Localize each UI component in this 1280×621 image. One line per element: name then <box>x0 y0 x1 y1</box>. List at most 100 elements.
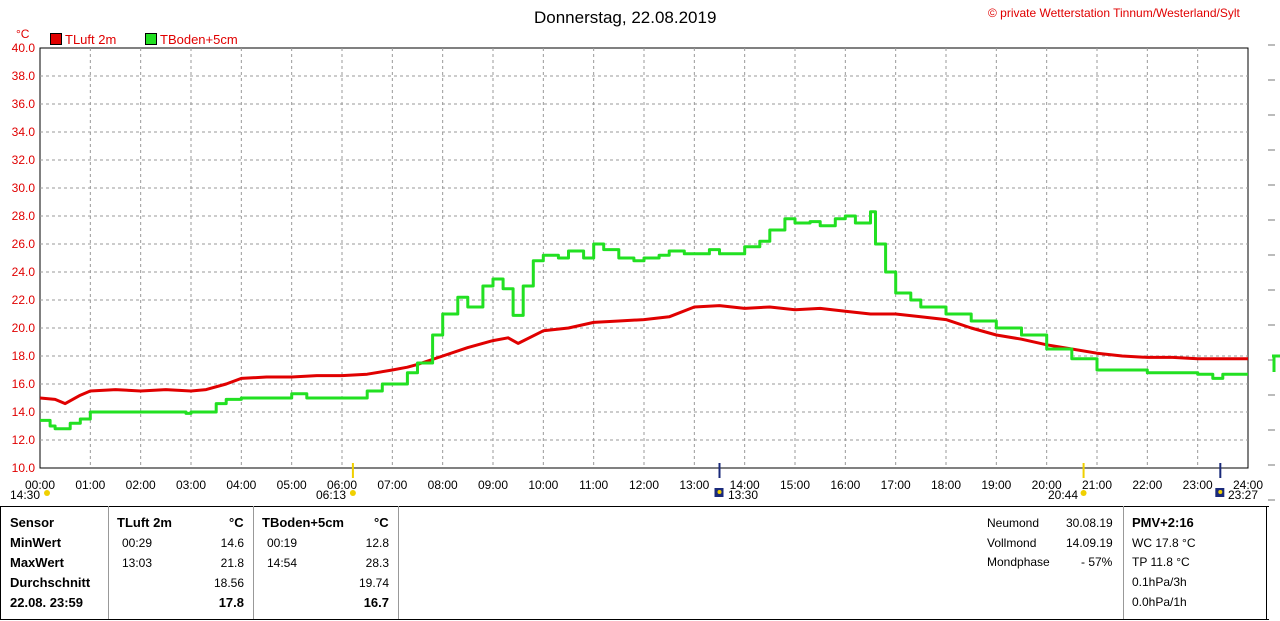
avg-value-tluft: 18.56 <box>213 576 244 590</box>
header-tluft: TLuft 2m <box>117 515 172 530</box>
y-tick-label: 40.0 <box>12 41 36 55</box>
x-tick-label: 16:00 <box>830 478 860 492</box>
moon-new-label: Neumond <box>987 516 1040 530</box>
moon-full-label: Vollmond <box>987 536 1037 550</box>
y-tick-label: 10.0 <box>12 461 36 475</box>
y-tick-label: 30.0 <box>12 181 36 195</box>
pmv-wc: WC 17.8 °C <box>1132 536 1196 550</box>
temperature-chart: 00:00 01:00 02:00 03:00 04:00 05:00 06:00 07:00… <box>12 41 1280 501</box>
min-value-tluft: 14.6 <box>220 536 244 550</box>
sunrise-label: 06:13 <box>316 488 347 502</box>
min-time-tboden: 00:19 <box>267 536 298 550</box>
x-tick-label: 17:00 <box>881 478 911 492</box>
y-tick-label: 18.0 <box>12 349 36 363</box>
x-tick-label: 04:00 <box>226 478 256 492</box>
series-line-tboden <box>40 210 1248 431</box>
moon-full-value: 14.09.19 <box>1066 536 1113 550</box>
avg-value-tboden: 19.74 <box>358 576 389 590</box>
y-tick-label: 34.0 <box>12 125 36 139</box>
moon-new-value: 30.08.19 <box>1066 516 1113 530</box>
x-tick-label: 06:00 <box>327 478 357 492</box>
max-time-tluft: 13:03 <box>122 556 153 570</box>
x-tick-label: 10:00 <box>528 478 558 492</box>
x-tick-label: 09:00 <box>478 478 508 492</box>
y-tick-label: 32.0 <box>12 153 36 167</box>
x-tick-label: 13:00 <box>679 478 709 492</box>
max-value-tluft: 21.8 <box>220 556 244 570</box>
y-tick-label: 14.0 <box>12 405 36 419</box>
x-tick-label: 19:00 <box>981 478 1011 492</box>
x-tick-label: 23:00 <box>1183 478 1213 492</box>
legend-swatch-tluft <box>50 33 62 45</box>
copyright-text: © private Wetterstation Tinnum/Westerlan… <box>988 6 1240 20</box>
current-value-tboden: 16.7 <box>363 595 389 610</box>
chart-series <box>39 210 1248 431</box>
legend-label-tboden: TBoden+5cm <box>160 32 238 47</box>
x-tick-label: 08:00 <box>428 478 458 492</box>
y-tick-labels: 10.0 12.0 14.0 16.0 18.0 20.0 22.0 24.0 26.0 28.0… <box>12 41 36 475</box>
y-tick-label: 16.0 <box>12 377 36 391</box>
series-line-tluft <box>39 304 1248 406</box>
legend-item-tboden: TBoden+5cm <box>145 32 238 47</box>
x-tick-label: 22:00 <box>1132 478 1162 492</box>
table-divider <box>108 506 109 619</box>
y-tick-label: 22.0 <box>12 293 36 307</box>
y-tick-label: 24.0 <box>12 265 36 279</box>
min-value-tboden: 12.8 <box>365 536 389 550</box>
sunset-icon <box>1080 490 1087 496</box>
table-divider <box>253 506 254 619</box>
current-value-tluft: 17.8 <box>218 595 244 610</box>
x-tick-label: 20:00 <box>1032 478 1062 492</box>
row-label-current: 22.08. 23:59 <box>10 595 84 610</box>
header-tboden: TBoden+5cm <box>262 515 344 530</box>
x-tick-label: 21:00 <box>1082 478 1112 492</box>
sun-moon-markers <box>44 44 1280 501</box>
x-tick-labels: 00:00 01:00 02:00 03:00 04:00 05:00 06:00 07:00… <box>25 478 1263 492</box>
pmv-pressure-1h: 0.0hPa/1h <box>1132 595 1187 609</box>
max-value-tboden: 28.3 <box>365 556 389 570</box>
row-label-min: MinWert <box>10 535 62 550</box>
moonset-moon-dot <box>1218 490 1223 494</box>
x-tick-label: 03:00 <box>176 478 206 492</box>
pmv-title: PMV+2:16 <box>1132 515 1194 530</box>
y-unit-label: °C <box>16 27 30 41</box>
y-tick-label: 38.0 <box>12 69 36 83</box>
y-tick-label: 28.0 <box>12 209 36 223</box>
stats-table <box>0 506 1269 620</box>
x-tick-label: 01:00 <box>75 478 105 492</box>
header-sensor: Sensor <box>10 515 55 530</box>
y-tick-label: 20.0 <box>12 321 36 335</box>
sun-icon <box>44 490 50 496</box>
sunset-label: 20:44 <box>1048 488 1079 502</box>
y-tick-label: 26.0 <box>12 237 36 251</box>
x-tick-label: 24:00 <box>1233 478 1263 492</box>
x-tick-label: 05:00 <box>277 478 307 492</box>
row-label-max: MaxWert <box>10 555 64 570</box>
header-tboden-unit: °C <box>374 515 389 530</box>
x-tick-label: 15:00 <box>780 478 810 492</box>
sunrise-icon <box>349 490 356 496</box>
y-tick-label: 12.0 <box>12 433 36 447</box>
legend-swatch-tboden <box>145 33 157 45</box>
moonrise-moon-dot <box>717 490 722 494</box>
x-tick-label: 12:00 <box>629 478 659 492</box>
left-time-label: 14:30 <box>10 488 41 502</box>
pmv-tp: TP 11.8 °C <box>1132 555 1190 569</box>
header-tluft-unit: °C <box>229 515 244 530</box>
min-time-tluft: 00:29 <box>122 536 153 550</box>
table-divider <box>398 506 399 619</box>
x-tick-label: 18:00 <box>931 478 961 492</box>
row-label-avg: Durchschnitt <box>10 575 91 590</box>
moonrise-label: 13:30 <box>728 488 759 502</box>
moonset-label: 23:27 <box>1228 488 1259 502</box>
table-divider <box>1123 506 1124 619</box>
x-tick-label: 07:00 <box>377 478 407 492</box>
y-tick-label: 36.0 <box>12 97 36 111</box>
x-tick-label: 02:00 <box>126 478 156 492</box>
legend-item-tluft: TLuft 2m <box>50 32 116 47</box>
legend-label-tluft: TLuft 2m <box>65 32 117 47</box>
chart-title: Donnerstag, 22.08.2019 <box>534 8 717 27</box>
table-divider <box>1266 506 1267 619</box>
max-time-tboden: 14:54 <box>267 556 298 570</box>
moon-phase-value: - 57% <box>1081 555 1113 569</box>
